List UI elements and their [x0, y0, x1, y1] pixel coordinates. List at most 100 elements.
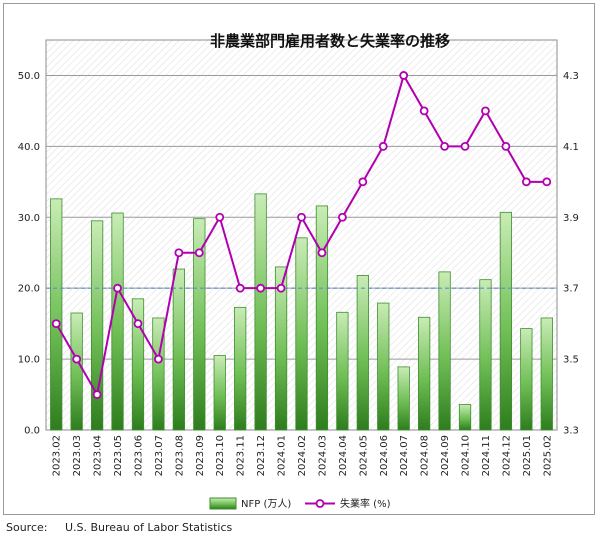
x-tick-label: 2024.04: [338, 435, 349, 476]
nfp-bar: [234, 306, 247, 431]
nfp-bar: [90, 220, 104, 431]
x-tick-label: 2023.12: [256, 435, 267, 476]
nfp-bar: [438, 271, 451, 431]
nfp-bar: [295, 237, 308, 431]
line-series: [51, 71, 552, 399]
x-tick-label: 2023.09: [195, 435, 206, 476]
x-tick-labels: 2023.02 2023.03 2023.04 2023.05 2023.06 2023.…: [52, 435, 554, 476]
y-left-tick-label: 0.0: [24, 426, 40, 437]
y-left-tick-labels: 0.0 10.0 20.0 30.0 40.0 50.0: [18, 71, 40, 437]
legend-bar-label: NFP (万人): [241, 498, 291, 510]
x-tick-label: 2024.10: [461, 435, 472, 476]
nfp-bar: [336, 311, 349, 431]
source-note: Source: U.S. Bureau of Labor Statistics: [6, 521, 233, 534]
nfp-bar: [520, 328, 533, 431]
legend-line-marker: [315, 499, 325, 508]
x-tick-label: 2024.01: [277, 435, 288, 476]
nfp-bar: [418, 316, 431, 431]
unemployment-point: [399, 71, 409, 80]
unemployment-point: [92, 390, 102, 399]
nfp-bar: [193, 218, 206, 431]
y-left-tick-label: 30.0: [18, 213, 40, 224]
nfp-bar: [152, 317, 165, 431]
y-left-tick-label: 20.0: [18, 284, 40, 295]
unemployment-point: [215, 212, 225, 222]
unemployment-point: [481, 106, 490, 116]
nfp-bar: [458, 404, 472, 431]
nfp-bar: [356, 275, 369, 431]
x-tick-label: 2025.02: [542, 435, 553, 476]
unemployment-point: [521, 177, 531, 187]
unemployment-point: [235, 283, 245, 293]
unemployment-point: [419, 106, 429, 116]
x-tick-label: 2023.10: [215, 435, 226, 476]
x-tick-label: 2025.01: [522, 435, 533, 476]
nfp-bar: [377, 302, 390, 431]
bar-series: [50, 193, 553, 431]
unemployment-point: [460, 141, 470, 151]
unemployment-point: [256, 283, 266, 293]
unemployment-point: [113, 283, 122, 293]
y-right-tick-label: 3.7: [563, 284, 579, 295]
unemployment-point: [542, 177, 552, 187]
nfp-bar: [111, 212, 124, 431]
x-tick-label: 2023.08: [174, 435, 185, 476]
y-right-tick-label: 3.9: [563, 213, 579, 224]
nfp-bar: [540, 317, 553, 431]
legend-bar-swatch: [209, 497, 237, 510]
y-right-tick-label: 4.1: [563, 142, 579, 153]
y-left-tick-label: 40.0: [18, 142, 40, 153]
legend: NFP (万人) 失業率 (%): [209, 497, 391, 510]
nfp-bar: [172, 268, 185, 431]
unemployment-point: [378, 141, 388, 151]
y-left-tick-label: 50.0: [18, 71, 40, 82]
x-tick-label: 2023.02: [52, 435, 63, 476]
x-tick-label: 2023.04: [93, 435, 104, 476]
nfp-bar: [315, 205, 329, 431]
unemployment-point: [317, 248, 327, 258]
unemployment-point: [133, 319, 143, 329]
unemployment-point: [174, 248, 184, 258]
unemployment-point: [276, 283, 286, 293]
x-tick-label: 2024.02: [297, 435, 308, 476]
nfp-bar: [479, 279, 492, 431]
nfp-bar: [131, 298, 145, 431]
x-tick-label: 2024.08: [420, 435, 431, 476]
unemployment-point: [337, 212, 347, 222]
x-tick-label: 2024.09: [440, 435, 451, 476]
unemployment-point: [194, 248, 204, 258]
legend-line-label: 失業率 (%): [340, 497, 391, 510]
nfp-bar: [274, 266, 288, 431]
unemployment-point: [297, 212, 306, 222]
x-tick-label: 2024.11: [481, 435, 492, 476]
y-right-tick-labels: 3.3 3.5 3.7 3.9 4.1 4.3: [563, 71, 579, 437]
x-tick-label: 2023.11: [236, 435, 247, 476]
x-tick-label: 2023.07: [154, 435, 165, 476]
y-right-tick-label: 3.5: [563, 355, 579, 366]
x-tick-label: 2023.03: [72, 435, 83, 476]
unemployment-point: [154, 354, 163, 364]
nfp-bar: [397, 366, 410, 431]
nfp-bar: [213, 355, 226, 431]
nfp-bar: [50, 198, 63, 431]
unemployment-point: [358, 177, 368, 187]
y-left-tick-label: 10.0: [18, 355, 40, 366]
x-tick-label: 2024.05: [358, 435, 369, 476]
unemployment-point: [51, 319, 61, 329]
nfp-bar: [254, 193, 267, 431]
unemployment-point: [440, 141, 449, 151]
unemployment-point: [72, 354, 82, 364]
x-tick-label: 2024.07: [399, 435, 410, 476]
x-tick-label: 2024.12: [501, 435, 512, 476]
x-tick-label: 2023.06: [133, 435, 144, 476]
x-tick-label: 2024.06: [379, 435, 390, 476]
chart-title: 非農業部門雇用者数と失業率の推移: [210, 32, 450, 50]
x-tick-label: 2023.05: [113, 435, 124, 476]
unemployment-point: [501, 141, 511, 151]
nfp-bar: [70, 312, 83, 431]
y-right-tick-label: 4.3: [563, 71, 579, 82]
nfp-bar: [499, 211, 513, 431]
y-right-tick-label: 3.3: [563, 426, 579, 437]
x-tick-label: 2024.03: [317, 435, 328, 476]
